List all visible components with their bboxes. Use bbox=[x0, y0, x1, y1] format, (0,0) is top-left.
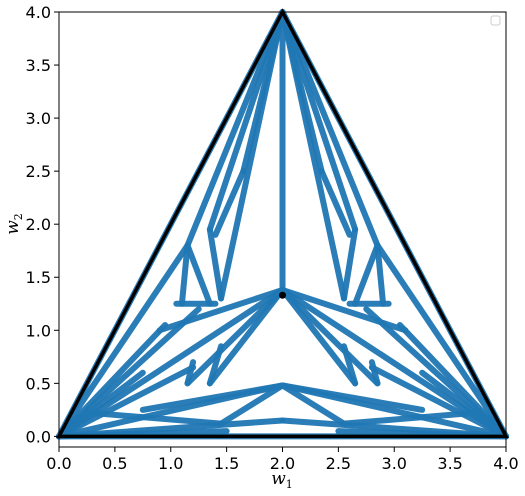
y-tick-label-6: 3.0 bbox=[26, 109, 51, 128]
x-axis-label: w1 bbox=[271, 469, 293, 491]
y-axis-label: w2 bbox=[3, 213, 25, 235]
band-segment-27 bbox=[396, 321, 509, 440]
band-segment-23 bbox=[374, 242, 509, 440]
band-segment-11 bbox=[279, 9, 381, 249]
x-tick-label-3: 1.5 bbox=[214, 454, 239, 473]
band-segment-19 bbox=[352, 242, 381, 307]
band-segment-40 bbox=[56, 364, 197, 440]
band-segment-35 bbox=[279, 286, 381, 387]
band-segment-17 bbox=[374, 242, 387, 307]
y-tick-label-0: 0.0 bbox=[26, 427, 51, 446]
x-tick-label-0: 0.0 bbox=[46, 454, 71, 473]
x-tick-label-2: 1.0 bbox=[158, 454, 183, 473]
band-segment-30 bbox=[156, 286, 286, 334]
y-tick-label-8: 4.0 bbox=[26, 3, 51, 22]
band-segment-48 bbox=[218, 382, 286, 427]
band-segment-37 bbox=[340, 343, 359, 387]
y-axis-label-subscript: 2 bbox=[12, 213, 25, 220]
boundary-triangle bbox=[56, 8, 509, 439]
band-segment-47 bbox=[279, 382, 426, 413]
y-tick-label-4: 2.0 bbox=[26, 215, 51, 234]
ticks-layer: 0.0 0.5 1.0 1.5 2.0 2.5 3.0 3.5 4.0 0.0 0.5 1.0 1.5 2… bbox=[26, 3, 519, 473]
band-segment-41 bbox=[368, 364, 509, 440]
band-segment-15 bbox=[340, 226, 359, 302]
y-tick-label-7: 3.5 bbox=[26, 56, 51, 75]
band-segment-50 bbox=[89, 410, 225, 427]
x-axis-label-text: w bbox=[271, 469, 286, 489]
band-segment-36 bbox=[206, 343, 225, 387]
band-segment-8 bbox=[218, 9, 286, 302]
x-tick-label-8: 4.0 bbox=[493, 454, 518, 473]
legend-box bbox=[490, 15, 501, 26]
y-tick-label-5: 2.5 bbox=[26, 162, 51, 181]
x-tick-label-6: 3.0 bbox=[382, 454, 407, 473]
band-segment-13 bbox=[318, 168, 353, 238]
band-segment-31 bbox=[279, 286, 409, 334]
x-tick-label-1: 0.5 bbox=[102, 454, 127, 473]
x-tick-label-5: 2.5 bbox=[326, 454, 351, 473]
band-segment-49 bbox=[279, 382, 347, 427]
x-tick-label-4: 2.0 bbox=[270, 454, 295, 473]
marker-point bbox=[279, 291, 286, 299]
outline-layer bbox=[56, 8, 509, 439]
band-segment-42 bbox=[56, 369, 146, 440]
band-segment-12 bbox=[212, 168, 247, 238]
band-layer bbox=[56, 9, 509, 440]
band-segment-26 bbox=[56, 321, 169, 440]
band-segment-9 bbox=[279, 9, 347, 302]
band-segment-16 bbox=[178, 242, 191, 307]
band-segment-51 bbox=[340, 410, 476, 427]
x-axis-label-subscript: 1 bbox=[286, 478, 293, 491]
band-segment-14 bbox=[206, 226, 225, 302]
y-tick-label-1: 0.5 bbox=[26, 374, 51, 393]
band-segment-43 bbox=[419, 369, 509, 440]
band-segment-34 bbox=[184, 286, 286, 387]
band-segment-46 bbox=[139, 382, 286, 413]
y-tick-label-3: 1.5 bbox=[26, 268, 51, 287]
plot-frame bbox=[58, 11, 507, 448]
x-tick-label-7: 3.5 bbox=[437, 454, 462, 473]
band-segment-22 bbox=[56, 242, 191, 440]
band-segment-10 bbox=[184, 9, 286, 249]
y-axis-label-text: w bbox=[3, 220, 23, 235]
band-segment-18 bbox=[184, 242, 213, 307]
y-tick-label-2: 1.0 bbox=[26, 321, 51, 340]
